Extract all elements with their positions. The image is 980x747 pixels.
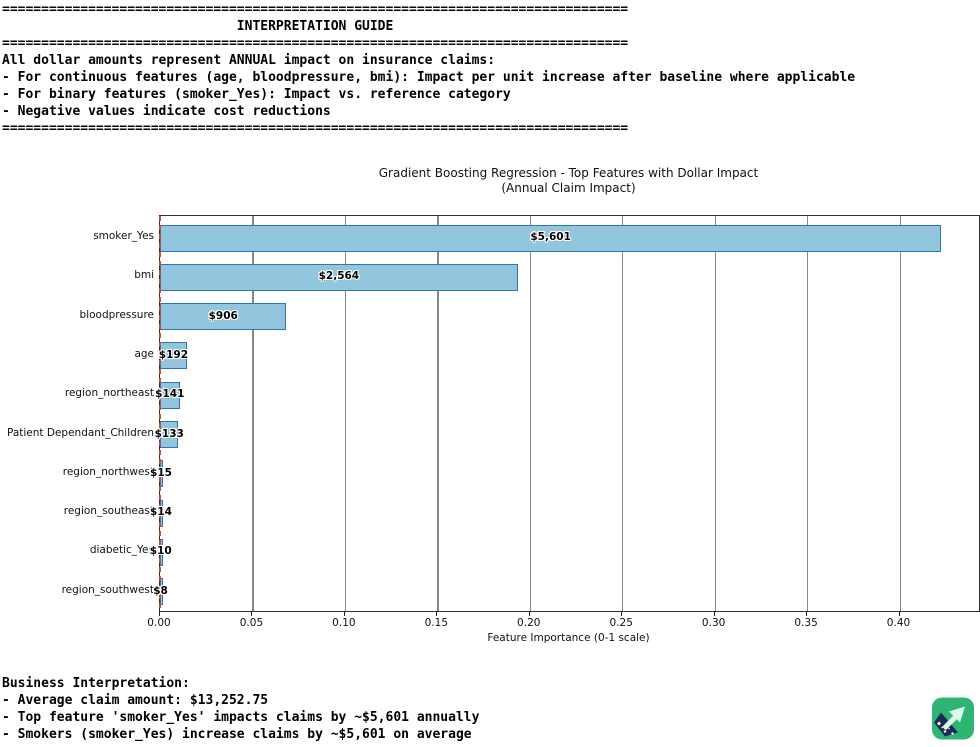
arrow-up-right-icon[interactable] (931, 696, 975, 741)
bar-value-label: $14 (150, 506, 172, 519)
bar (160, 342, 187, 370)
bar-value-label: $8 (153, 584, 168, 597)
zero-reference-line (159, 216, 161, 611)
x-tick-label: 0.35 (794, 617, 818, 629)
bar-value-label: $2,564 (318, 270, 360, 283)
gridline (714, 216, 716, 611)
y-tick-label: Patient Dependant_Children (6, 426, 154, 439)
y-tick-label: bloodpressure (79, 308, 154, 321)
y-tick-label: diabetic_Yes (89, 544, 154, 557)
x-tick-mark (806, 611, 808, 616)
bar (160, 263, 518, 291)
bar (160, 224, 942, 252)
interpretation-guide-text: ========================================… (2, 2, 856, 136)
x-tick-mark (898, 611, 900, 616)
x-tick-label: 0.05 (239, 617, 264, 629)
watermark-sparkles (937, 721, 954, 735)
x-tick-label: 0.40 (886, 617, 911, 629)
gridline (529, 216, 532, 611)
y-tick-label: smoker_Yes (93, 230, 154, 242)
bar-value-label: $133 (154, 427, 184, 440)
y-tick-label: region_northeast (64, 387, 154, 400)
bar-value-label: $10 (149, 545, 172, 558)
y-tick-label: region_northwest (62, 465, 154, 478)
bar (160, 303, 287, 331)
x-tick-label: 0.30 (701, 617, 726, 629)
gridline (344, 216, 347, 611)
business-interpretation-text: Business Interpretation: - Average claim… (2, 676, 480, 742)
x-tick-mark (436, 611, 438, 616)
x-tick-label: 0.10 (332, 617, 356, 629)
plot-area: $5,601 $2,564 $906 $192 $141 $133 $15 $14 $10 $8 (150, 215, 980, 612)
bar-value-label: $141 (155, 388, 185, 401)
x-tick-mark (528, 611, 530, 616)
gridline (252, 216, 254, 611)
x-tick-mark (621, 611, 623, 616)
gridline (622, 216, 624, 611)
x-tick-label: 0.15 (424, 617, 449, 629)
x-tick-mark (343, 611, 345, 616)
y-tick-label: region_southwest (61, 583, 154, 596)
chart-title: Gradient Boosting Regression - Top Featu… (378, 166, 759, 180)
gridline (807, 216, 809, 611)
x-tick-label: 0.00 (147, 617, 171, 629)
bar-value-label: $5,601 (530, 231, 571, 243)
watermark-arrow (942, 706, 965, 731)
y-tick-label: bmi (134, 269, 154, 282)
bar-value-label: $906 (208, 309, 238, 322)
y-tick-label: age (134, 347, 154, 360)
x-tick-label: 0.20 (517, 617, 541, 629)
y-tick-label: region_southeast (63, 505, 154, 518)
bar-value-label: $192 (158, 348, 189, 361)
bar-value-label: $15 (150, 466, 172, 479)
gridline (899, 216, 901, 611)
x-tick-mark (713, 611, 715, 616)
x-tick-mark (251, 611, 253, 616)
x-axis-label: Feature Importance (0-1 scale) (487, 632, 650, 644)
x-tick-mark (159, 611, 160, 616)
x-tick-label: 0.25 (609, 617, 633, 629)
chart-subtitle: (Annual Claim Impact) (501, 181, 636, 195)
gridline (437, 216, 439, 611)
